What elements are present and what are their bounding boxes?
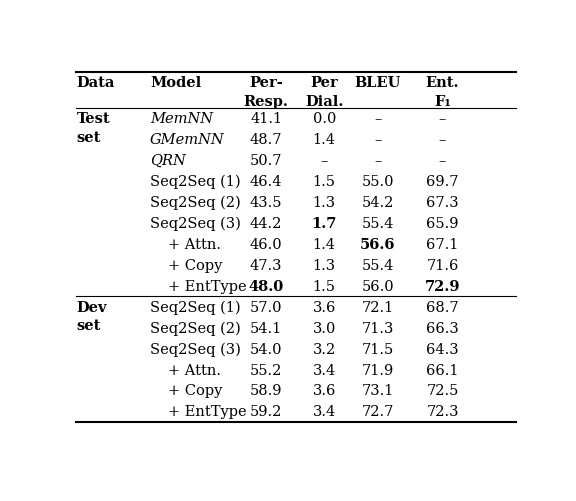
Text: Seq2Seq (2): Seq2Seq (2) — [150, 195, 241, 209]
Text: 71.5: 71.5 — [362, 342, 394, 356]
Text: GMemNN: GMemNN — [150, 132, 225, 146]
Text: Data: Data — [77, 76, 115, 90]
Text: 3.0: 3.0 — [313, 321, 336, 335]
Text: set: set — [77, 319, 101, 333]
Text: 3.4: 3.4 — [313, 405, 336, 419]
Text: 48.7: 48.7 — [250, 132, 282, 146]
Text: –: – — [320, 153, 328, 167]
Text: 72.3: 72.3 — [426, 405, 458, 419]
Text: 1.3: 1.3 — [313, 258, 336, 272]
Text: + Attn.: + Attn. — [168, 363, 221, 377]
Text: 67.3: 67.3 — [426, 195, 459, 209]
Text: 55.2: 55.2 — [250, 363, 282, 377]
Text: Ent.: Ent. — [426, 76, 459, 90]
Text: 64.3: 64.3 — [426, 342, 459, 356]
Text: –: – — [374, 132, 381, 146]
Text: 1.3: 1.3 — [313, 195, 336, 209]
Text: + EntType: + EntType — [168, 405, 247, 419]
Text: Dial.: Dial. — [305, 94, 343, 108]
Text: 72.5: 72.5 — [426, 384, 458, 398]
Text: 66.1: 66.1 — [426, 363, 458, 377]
Text: + EntType: + EntType — [168, 279, 247, 293]
Text: 1.7: 1.7 — [312, 216, 337, 230]
Text: Test: Test — [77, 112, 110, 125]
Text: 0.0: 0.0 — [313, 112, 336, 125]
Text: Per-: Per- — [249, 76, 283, 90]
Text: 43.5: 43.5 — [250, 195, 282, 209]
Text: QRN: QRN — [150, 153, 186, 167]
Text: Model: Model — [150, 76, 202, 90]
Text: 1.5: 1.5 — [313, 174, 336, 188]
Text: Seq2Seq (3): Seq2Seq (3) — [150, 216, 241, 230]
Text: 46.4: 46.4 — [250, 174, 282, 188]
Text: 67.1: 67.1 — [426, 237, 458, 251]
Text: 46.0: 46.0 — [250, 237, 282, 251]
Text: Resp.: Resp. — [244, 94, 289, 108]
Text: 50.7: 50.7 — [250, 153, 282, 167]
Text: 1.4: 1.4 — [313, 237, 336, 251]
Text: Per: Per — [310, 76, 338, 90]
Text: BLEU: BLEU — [355, 76, 401, 90]
Text: 56.0: 56.0 — [362, 279, 394, 293]
Text: Seq2Seq (1): Seq2Seq (1) — [150, 174, 241, 189]
Text: –: – — [374, 112, 381, 125]
Text: 71.3: 71.3 — [362, 321, 394, 335]
Text: 41.1: 41.1 — [250, 112, 282, 125]
Text: 68.7: 68.7 — [426, 300, 459, 314]
Text: Seq2Seq (2): Seq2Seq (2) — [150, 321, 241, 335]
Text: 71.9: 71.9 — [362, 363, 394, 377]
Text: 65.9: 65.9 — [426, 216, 458, 230]
Text: + Copy: + Copy — [168, 258, 222, 272]
Text: 66.3: 66.3 — [426, 321, 459, 335]
Text: 59.2: 59.2 — [250, 405, 282, 419]
Text: Seq2Seq (1): Seq2Seq (1) — [150, 300, 241, 314]
Text: 54.0: 54.0 — [250, 342, 282, 356]
Text: 69.7: 69.7 — [426, 174, 458, 188]
Text: Seq2Seq (3): Seq2Seq (3) — [150, 342, 241, 356]
Text: F₁: F₁ — [434, 94, 451, 108]
Text: 3.6: 3.6 — [313, 384, 336, 398]
Text: 1.5: 1.5 — [313, 279, 336, 293]
Text: + Attn.: + Attn. — [168, 237, 221, 251]
Text: Dev: Dev — [77, 300, 107, 314]
Text: –: – — [439, 153, 446, 167]
Text: 71.6: 71.6 — [426, 258, 458, 272]
Text: 44.2: 44.2 — [250, 216, 282, 230]
Text: 56.6: 56.6 — [360, 237, 396, 251]
Text: 1.4: 1.4 — [313, 132, 336, 146]
Text: 48.0: 48.0 — [249, 279, 284, 293]
Text: 58.9: 58.9 — [250, 384, 282, 398]
Text: 72.7: 72.7 — [362, 405, 394, 419]
Text: –: – — [374, 153, 381, 167]
Text: 54.2: 54.2 — [362, 195, 394, 209]
Text: MemNN: MemNN — [150, 112, 213, 125]
Text: 54.1: 54.1 — [250, 321, 282, 335]
Text: + Copy: + Copy — [168, 384, 222, 398]
Text: –: – — [439, 112, 446, 125]
Text: set: set — [77, 130, 101, 144]
Text: 47.3: 47.3 — [250, 258, 282, 272]
Text: 55.4: 55.4 — [362, 258, 394, 272]
Text: 72.1: 72.1 — [362, 300, 394, 314]
Text: 3.6: 3.6 — [313, 300, 336, 314]
Text: 57.0: 57.0 — [250, 300, 282, 314]
Text: 3.2: 3.2 — [313, 342, 336, 356]
Text: 55.4: 55.4 — [362, 216, 394, 230]
Text: 73.1: 73.1 — [362, 384, 394, 398]
Text: 3.4: 3.4 — [313, 363, 336, 377]
Text: 55.0: 55.0 — [362, 174, 394, 188]
Text: 72.9: 72.9 — [425, 279, 460, 293]
Text: –: – — [439, 132, 446, 146]
